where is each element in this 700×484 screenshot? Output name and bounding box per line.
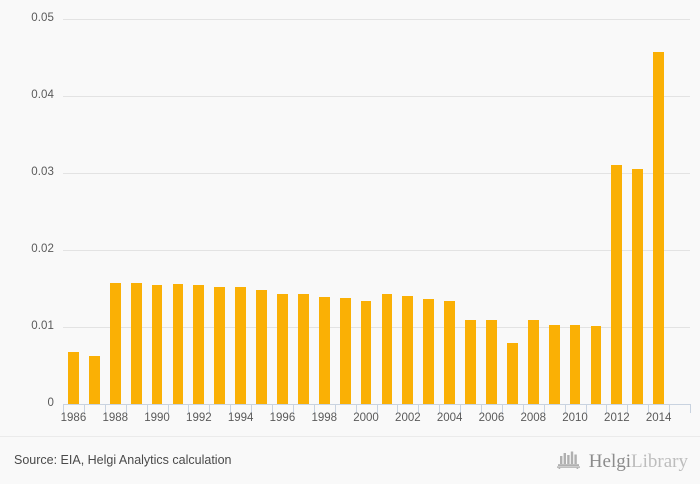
- bar[interactable]: [465, 320, 476, 404]
- bar[interactable]: [632, 169, 644, 404]
- gridline-0.02: [63, 250, 690, 251]
- y-axis-label: 0.05: [31, 12, 54, 24]
- helgi-library-logo-icon: [556, 449, 583, 474]
- y-axis-label: 0: [47, 397, 54, 409]
- bar[interactable]: [256, 290, 267, 404]
- bar[interactable]: [569, 325, 581, 404]
- bar[interactable]: [151, 284, 163, 404]
- x-axis-label: 2010: [562, 412, 588, 424]
- x-axis-tick: [543, 404, 545, 413]
- x-axis-tick: [355, 404, 357, 413]
- bar[interactable]: [339, 297, 351, 404]
- bar[interactable]: [423, 298, 435, 404]
- x-axis-label: 2000: [353, 412, 379, 424]
- x-axis-label: 2002: [395, 412, 421, 424]
- y-axis-label: 0.04: [31, 89, 54, 101]
- x-axis-tick: [522, 404, 524, 413]
- bar[interactable]: [590, 326, 602, 404]
- x-axis-tick: [481, 404, 482, 413]
- x-axis-tick: [334, 404, 336, 413]
- bar[interactable]: [68, 351, 79, 404]
- brand-wordmark: HelgiLibrary: [589, 452, 688, 471]
- gridline-0.01: [63, 327, 690, 328]
- x-axis-label: 2014: [645, 412, 672, 424]
- x-axis-tick: [104, 404, 106, 413]
- gridline-0.04: [63, 96, 690, 97]
- x-axis-tick: [669, 404, 671, 413]
- bar[interactable]: [611, 165, 623, 404]
- bar[interactable]: [506, 343, 518, 404]
- bar[interactable]: [235, 286, 247, 404]
- bar[interactable]: [172, 283, 184, 404]
- x-axis-tick: [188, 404, 190, 413]
- bar[interactable]: [402, 296, 414, 404]
- bar-series: [63, 19, 690, 404]
- x-axis-label: 1992: [186, 412, 212, 424]
- x-axis-tick: [272, 404, 273, 413]
- x-axis-tick: [606, 404, 608, 413]
- x-axis-tick: [627, 404, 629, 413]
- x-axis-label: 1988: [102, 412, 129, 424]
- x-axis-tick: [146, 404, 148, 413]
- x-axis-label: 1990: [144, 412, 170, 424]
- y-axis-label: 0.01: [31, 320, 54, 332]
- helgi-library-brand[interactable]: HelgiLibrary: [556, 449, 688, 474]
- chart-footer: Source: EIA, Helgi Analytics calculation: [0, 436, 700, 484]
- x-axis-tick: [292, 404, 294, 413]
- x-axis-tick: [313, 404, 315, 413]
- x-axis-tick: [690, 404, 691, 413]
- gridline-0.05: [63, 19, 690, 20]
- x-axis-tick: [63, 404, 64, 413]
- x-axis-tick: [648, 404, 650, 413]
- x-axis-tick: [125, 404, 127, 413]
- x-axis-tick: [83, 404, 85, 413]
- x-axis-label: 2006: [478, 412, 505, 424]
- x-axis-tick: [209, 404, 211, 413]
- x-axis-label: 2004: [436, 412, 463, 424]
- x-axis-tick: [251, 404, 253, 413]
- plot-area: [63, 19, 690, 404]
- x-axis-label: 2008: [520, 412, 547, 424]
- x-axis-tick: [564, 404, 566, 413]
- bar[interactable]: [214, 286, 226, 404]
- bar[interactable]: [193, 285, 205, 404]
- bar[interactable]: [297, 293, 309, 404]
- source-note: Source: EIA, Helgi Analytics calculation: [14, 453, 232, 467]
- x-axis-label: 2012: [604, 412, 630, 424]
- y-axis-label: 0.03: [31, 166, 54, 178]
- bar[interactable]: [318, 296, 330, 404]
- x-axis-tick: [585, 404, 587, 413]
- x-axis-label: 1986: [60, 412, 87, 424]
- bar[interactable]: [88, 356, 100, 404]
- x-axis-label: 1996: [269, 412, 296, 424]
- x-axis-label: 1998: [311, 412, 338, 424]
- x-axis-tick: [439, 404, 441, 413]
- x-axis-tick: [376, 404, 378, 413]
- gridline-0.03: [63, 173, 690, 174]
- bar[interactable]: [277, 293, 288, 404]
- bar[interactable]: [444, 300, 456, 404]
- bar[interactable]: [548, 324, 560, 404]
- bar[interactable]: [527, 320, 539, 404]
- bar[interactable]: [381, 293, 393, 404]
- x-axis-tick: [167, 404, 169, 413]
- bar[interactable]: [360, 300, 372, 404]
- x-axis-tick: [397, 404, 399, 413]
- x-axis-tick: [501, 404, 503, 413]
- x-axis-label: 1994: [227, 412, 254, 424]
- y-axis-label: 0.02: [31, 243, 54, 255]
- x-axis-tick: [460, 404, 462, 413]
- x-axis-tick: [230, 404, 232, 413]
- bar[interactable]: [486, 320, 497, 404]
- bar[interactable]: [130, 283, 142, 404]
- bar[interactable]: [109, 283, 121, 404]
- bar[interactable]: [653, 52, 665, 404]
- brand-name-secondary: Library: [631, 451, 688, 472]
- brand-name-primary: Helgi: [588, 451, 632, 472]
- x-axis-tick: [418, 404, 420, 413]
